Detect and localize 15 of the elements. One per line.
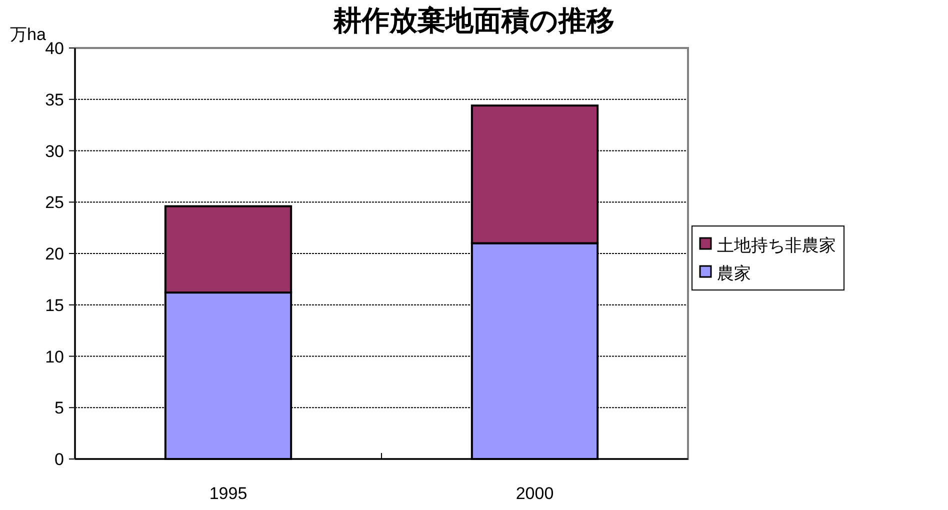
x-tick-label: 2000 — [516, 484, 554, 503]
y-tick-label: 10 — [45, 347, 64, 366]
y-tick-label: 30 — [45, 142, 64, 161]
chart-title: 耕作放棄地面積の推移 — [332, 5, 614, 36]
y-tick-label: 5 — [54, 398, 64, 418]
y-axis-title: 万ha — [10, 25, 46, 44]
y-tick-label: 40 — [45, 39, 64, 58]
y-tick-label: 20 — [45, 244, 64, 264]
y-tick-label: 35 — [45, 90, 64, 110]
legend-label: 農家 — [717, 264, 751, 283]
legend-label: 土地持ち非農家 — [717, 236, 836, 255]
x-tick-label: 1995 — [209, 484, 248, 503]
y-tick-label: 0 — [54, 450, 64, 469]
y-tick-label: 25 — [45, 193, 64, 212]
y-tick-label: 15 — [45, 296, 64, 315]
